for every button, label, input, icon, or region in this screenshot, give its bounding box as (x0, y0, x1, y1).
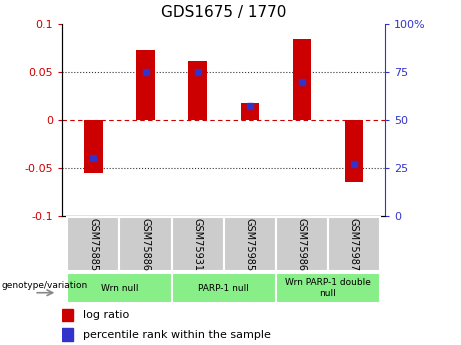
Bar (345, 120, 363, 182)
Text: percentile rank within the sample: percentile rank within the sample (83, 330, 271, 339)
Text: Wrn PARP-1 double
null: Wrn PARP-1 double null (285, 278, 371, 298)
Bar (171, 217, 224, 272)
Text: genotype/variation: genotype/variation (1, 281, 88, 290)
Text: GSM75985: GSM75985 (245, 218, 254, 270)
Text: GSM75885: GSM75885 (89, 218, 99, 270)
Bar (62, 308, 73, 321)
Bar (84, 120, 102, 172)
Text: GSM75986: GSM75986 (297, 218, 307, 270)
Bar (224, 217, 276, 272)
Bar (276, 273, 380, 303)
Text: log ratio: log ratio (83, 310, 129, 320)
Bar (171, 273, 276, 303)
Title: GDS1675 / 1770: GDS1675 / 1770 (161, 5, 286, 20)
Text: GSM75987: GSM75987 (349, 218, 359, 270)
Bar (293, 39, 311, 120)
Bar (276, 217, 328, 272)
Text: PARP-1 null: PARP-1 null (198, 284, 249, 293)
Bar (67, 217, 119, 272)
Bar (136, 50, 154, 120)
Text: Wrn null: Wrn null (101, 284, 138, 293)
Bar (189, 60, 207, 120)
Bar (328, 217, 380, 272)
Bar (62, 328, 73, 341)
Bar (119, 217, 171, 272)
Text: GSM75886: GSM75886 (141, 218, 150, 270)
Bar (67, 273, 171, 303)
Bar (241, 103, 259, 120)
Text: GSM75931: GSM75931 (193, 218, 202, 270)
